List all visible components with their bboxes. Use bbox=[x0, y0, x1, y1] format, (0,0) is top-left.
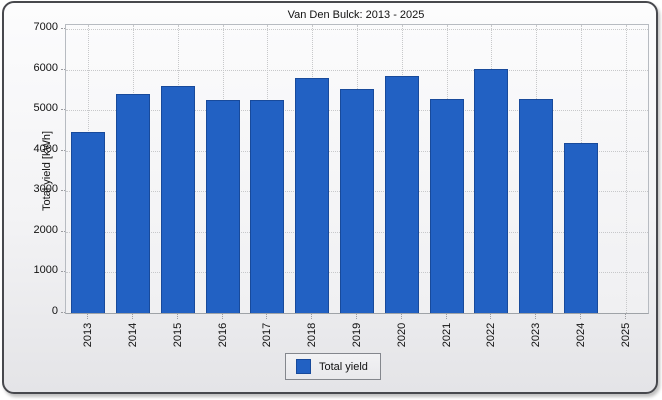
y-axis-label-7000: 7000 bbox=[33, 21, 58, 33]
y-tick bbox=[61, 271, 65, 273]
x-axis-label-2018: 2018 bbox=[306, 322, 319, 348]
bar-2018[interactable] bbox=[295, 78, 330, 313]
x-tick bbox=[311, 314, 313, 319]
x-axis-label-2022: 2022 bbox=[485, 322, 498, 348]
x-axis-label-2025: 2025 bbox=[619, 322, 632, 348]
legend-item-total-yield[interactable]: Total yield bbox=[285, 353, 381, 380]
x-axis-label-2020: 2020 bbox=[395, 322, 408, 348]
x-tick bbox=[176, 314, 178, 319]
bar-2023[interactable] bbox=[519, 98, 554, 313]
x-axis-label-2014: 2014 bbox=[127, 322, 140, 348]
bar-2022[interactable] bbox=[474, 69, 509, 313]
x-tick bbox=[400, 314, 402, 319]
x-axis-label-2019: 2019 bbox=[351, 322, 363, 348]
bar-2014[interactable] bbox=[116, 93, 151, 313]
bar-2024[interactable] bbox=[563, 143, 598, 313]
v-gridline bbox=[625, 25, 627, 313]
y-tick bbox=[61, 312, 65, 313]
x-tick bbox=[356, 314, 357, 319]
x-tick bbox=[535, 314, 537, 319]
bar-2021[interactable] bbox=[429, 99, 464, 313]
x-tick bbox=[266, 314, 268, 319]
x-axis-label-2013: 2013 bbox=[82, 322, 95, 348]
y-tick bbox=[61, 68, 65, 70]
bar-2017[interactable] bbox=[250, 100, 285, 313]
x-tick bbox=[624, 314, 626, 319]
y-axis-label-2000: 2000 bbox=[33, 223, 58, 236]
x-tick bbox=[132, 314, 134, 319]
y-tick bbox=[61, 28, 65, 29]
x-tick bbox=[221, 314, 223, 319]
x-tick bbox=[445, 314, 447, 319]
x-axis-label-2015: 2015 bbox=[171, 322, 184, 348]
x-tick bbox=[579, 314, 581, 319]
y-tick bbox=[61, 190, 65, 192]
x-tick bbox=[490, 314, 492, 319]
x-axis-label-2016: 2016 bbox=[216, 322, 229, 348]
x-axis-label-2017: 2017 bbox=[261, 322, 274, 348]
y-axis-label-0: 0 bbox=[51, 305, 58, 317]
x-axis-label-2023: 2023 bbox=[530, 322, 543, 348]
x-axis-label-2021: 2021 bbox=[440, 322, 453, 348]
y-axis-label-3000: 3000 bbox=[33, 183, 58, 196]
chart-window: Van Den Bulck: 2013 - 2025 Total yield [… bbox=[2, 1, 658, 394]
plot-area bbox=[65, 24, 649, 314]
chart-title: Van Den Bulck: 2013 - 2025 bbox=[287, 9, 425, 21]
y-tick bbox=[61, 149, 65, 151]
bar-2013[interactable] bbox=[71, 132, 106, 313]
legend-label: Total yield bbox=[319, 360, 368, 373]
bar-2020[interactable] bbox=[384, 76, 419, 313]
x-tick bbox=[87, 314, 89, 319]
y-axis-label-4000: 4000 bbox=[33, 142, 58, 155]
y-axis-label-6000: 6000 bbox=[33, 61, 58, 74]
y-tick bbox=[61, 109, 65, 111]
x-axis-label-2024: 2024 bbox=[574, 322, 587, 348]
bar-2015[interactable] bbox=[160, 86, 195, 313]
legend-swatch-icon bbox=[296, 359, 311, 374]
bar-2016[interactable] bbox=[205, 99, 240, 313]
y-tick bbox=[61, 230, 65, 232]
y-axis-label-5000: 5000 bbox=[33, 102, 58, 115]
y-axis-label-1000: 1000 bbox=[33, 264, 58, 277]
bar-2019[interactable] bbox=[340, 89, 374, 313]
